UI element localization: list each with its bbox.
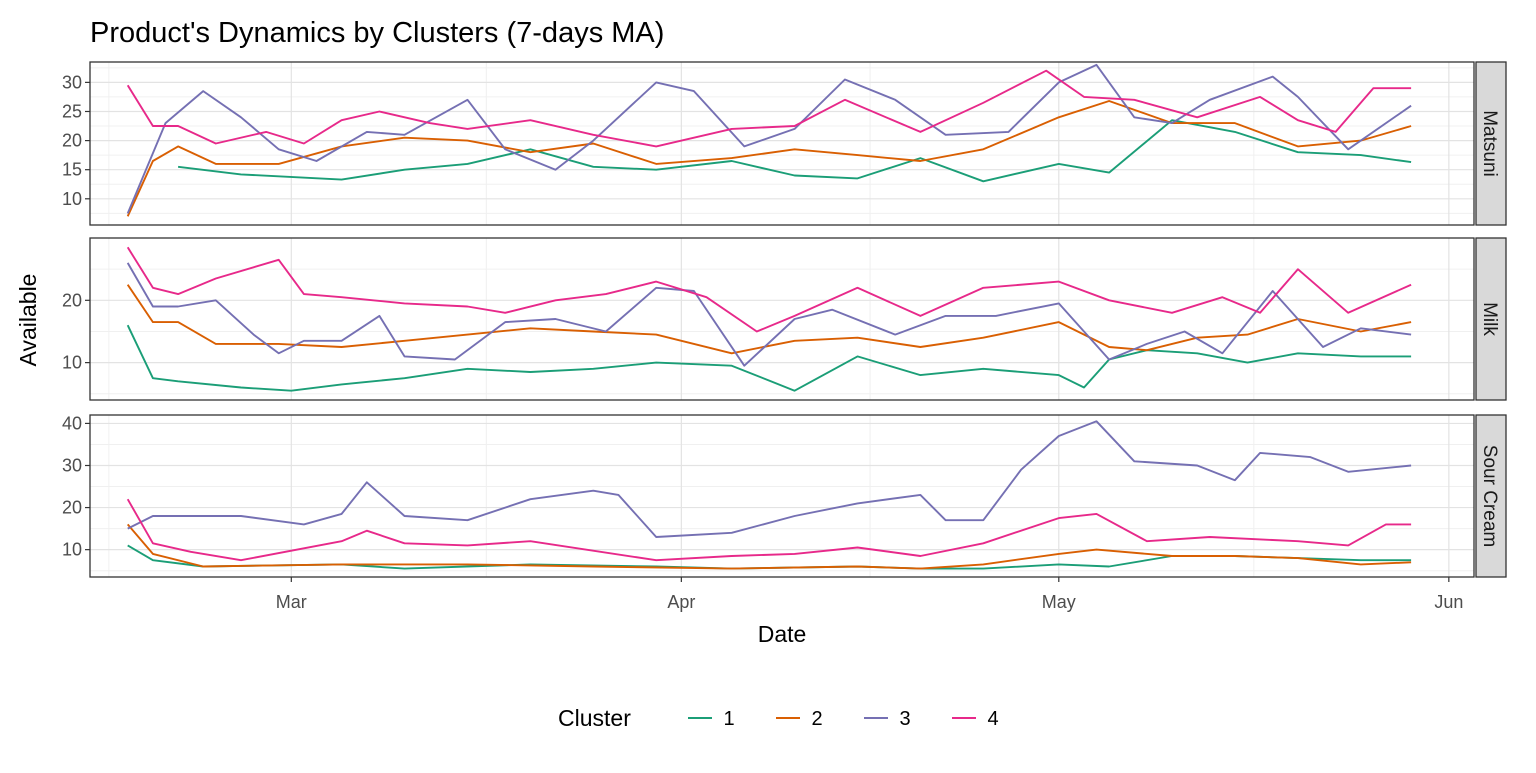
legend-label-cluster-3: 3 — [899, 708, 910, 730]
panel-background — [90, 62, 1474, 225]
x-tick-label: Mar — [276, 592, 307, 612]
x-axis: Mar Apr May Jun — [276, 577, 1463, 612]
y-tick-label: 40 — [62, 413, 82, 433]
legend-label-cluster-4: 4 — [987, 708, 998, 730]
series-line-cluster-4 — [126, 69, 1412, 148]
y-tick-label: 15 — [62, 160, 82, 180]
legend-label-cluster-2: 2 — [811, 708, 822, 730]
legend: Cluster 1 2 3 4 — [558, 705, 999, 731]
y-tick-label: 20 — [62, 131, 82, 151]
facet-panels: 10 15 20 25 30 Matsuni 10 20 Milk 10 20 30 40 Sour Cr… — [62, 61, 1507, 578]
y-axis-label: Available — [15, 274, 41, 367]
legend-title: Cluster — [558, 705, 631, 731]
x-tick-label: Apr — [667, 592, 695, 612]
series-line-cluster-3 — [126, 63, 1412, 214]
facet-panel-matsuni: 10 15 20 25 30 Matsuni — [62, 61, 1507, 226]
series-line-cluster-2 — [126, 523, 1412, 570]
panel-background — [90, 238, 1474, 400]
y-tick-label: 10 — [62, 540, 82, 560]
facet-strip-label: Milk — [1479, 302, 1500, 336]
panel-border — [89, 61, 1475, 226]
series-line-cluster-4 — [126, 498, 1412, 562]
y-tick-label: 10 — [62, 189, 82, 209]
facet-strip — [1475, 61, 1507, 226]
series-line-cluster-4 — [126, 246, 1412, 333]
panel-background — [90, 415, 1474, 577]
y-tick-label: 30 — [62, 72, 82, 92]
panel-border — [89, 237, 1475, 401]
series-line-cluster-1 — [126, 324, 1412, 392]
y-tick-label: 10 — [62, 353, 82, 373]
series-line-cluster-2 — [126, 100, 1412, 217]
facet-strip-label: Matsuni — [1479, 110, 1500, 177]
facet-panel-milk: 10 20 Milk — [62, 237, 1507, 401]
series-line-cluster-1 — [177, 119, 1412, 183]
facet-strip — [1475, 237, 1507, 401]
chart-title: Product's Dynamics by Clusters (7-days M… — [90, 17, 664, 49]
y-tick-label: 20 — [62, 498, 82, 518]
legend-label-cluster-1: 1 — [723, 708, 734, 730]
y-tick-label: 25 — [62, 101, 82, 121]
panel-border — [89, 414, 1475, 578]
y-tick-label: 30 — [62, 455, 82, 475]
y-tick-label: 20 — [62, 290, 82, 310]
facet-strip — [1475, 414, 1507, 578]
x-axis-label: Date — [758, 621, 807, 647]
facet-strip-label: Sour Cream — [1479, 445, 1500, 547]
facet-panel-sour-cream: 10 20 30 40 Sour Cream — [62, 413, 1507, 578]
series-line-cluster-3 — [127, 420, 1412, 538]
x-tick-label: May — [1042, 592, 1076, 612]
series-line-cluster-3 — [126, 262, 1412, 367]
x-tick-label: Jun — [1434, 592, 1463, 612]
